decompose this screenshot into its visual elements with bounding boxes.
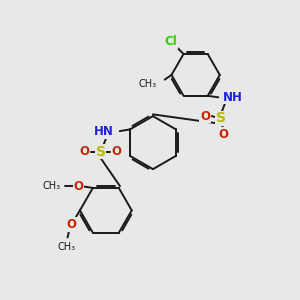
Text: HN: HN bbox=[94, 125, 114, 138]
Text: O: O bbox=[200, 110, 210, 123]
Text: CH₃: CH₃ bbox=[58, 242, 76, 252]
Text: O: O bbox=[218, 128, 228, 141]
Text: CH₃: CH₃ bbox=[43, 182, 61, 191]
Text: S: S bbox=[96, 145, 106, 159]
Text: S: S bbox=[216, 112, 226, 125]
Text: O: O bbox=[73, 180, 83, 193]
Text: O: O bbox=[67, 218, 77, 231]
Text: O: O bbox=[112, 145, 122, 158]
Text: NH: NH bbox=[223, 91, 243, 104]
Text: CH₃: CH₃ bbox=[139, 79, 157, 89]
Text: Cl: Cl bbox=[165, 35, 178, 48]
Text: O: O bbox=[80, 145, 89, 158]
